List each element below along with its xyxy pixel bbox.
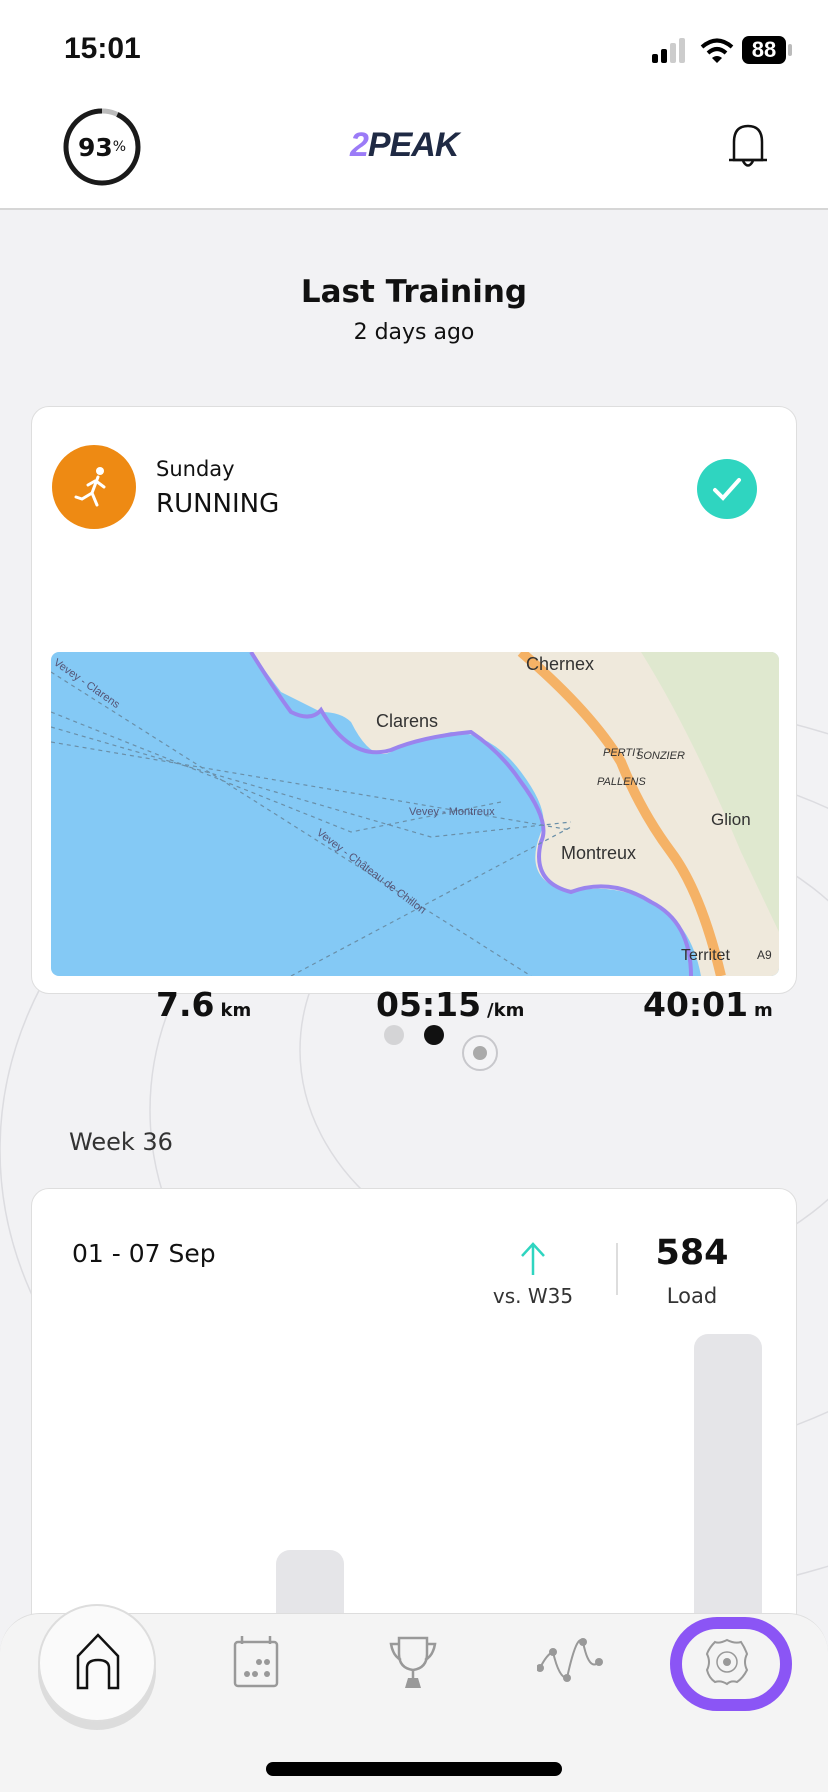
training-sport: RUNNING <box>156 489 280 519</box>
divider <box>616 1243 618 1295</box>
section-title: Last Training <box>300 274 528 310</box>
readiness-ring[interactable] <box>62 107 142 187</box>
tab-calendar[interactable] <box>225 1632 285 1692</box>
app-header: 93% 2PEAK <box>0 90 828 210</box>
map-label: Clarens <box>376 711 438 731</box>
map-label: Territet <box>681 947 730 964</box>
battery-indicator: 88 <box>742 36 786 64</box>
tab-analytics[interactable] <box>537 1632 607 1692</box>
settings-gear-icon <box>705 1638 749 1686</box>
trend-up-arrow-icon <box>521 1242 545 1275</box>
map-label: SONZIER <box>636 750 685 762</box>
pace-stat: 05:15/km <box>376 985 525 1024</box>
target-icon <box>462 1035 498 1071</box>
tab-home[interactable] <box>38 1604 156 1722</box>
calendar-icon <box>233 1636 279 1688</box>
home-icon <box>76 1633 120 1690</box>
analytics-icon <box>539 1639 600 1680</box>
pager-dot-1[interactable] <box>384 1025 404 1045</box>
running-icon <box>52 445 136 529</box>
map-label: Montreux <box>561 843 636 863</box>
week-label: Week 36 <box>69 1128 173 1156</box>
map-label: PALLENS <box>597 776 646 788</box>
distance-stat: 7.6 km <box>156 985 252 1024</box>
wifi-icon <box>700 38 734 63</box>
map-label: Glion <box>711 810 751 829</box>
completed-check-icon <box>697 459 757 519</box>
home-indicator <box>266 1762 562 1776</box>
pager-dot-2-active[interactable] <box>424 1025 444 1045</box>
load-value: 584 <box>655 1233 729 1273</box>
readiness-value: 93% <box>77 132 127 162</box>
bell-icon[interactable] <box>726 122 770 172</box>
trophy-icon <box>389 1636 437 1678</box>
map-label: A9 <box>757 948 772 962</box>
status-time: 15:01 <box>64 32 141 65</box>
route-map[interactable]: Chernex Clarens PERTIT SONZIER PALLENS G… <box>51 652 779 976</box>
week-compare: vs. W35 <box>492 1284 574 1308</box>
training-day: Sunday <box>156 457 235 481</box>
load-label: Load <box>666 1284 718 1308</box>
duration-stat: 40:01 m <box>643 985 773 1024</box>
tab-settings[interactable] <box>697 1632 757 1692</box>
section-subtitle: 2 days ago <box>353 320 475 345</box>
signal-icon <box>652 38 685 63</box>
map-label: PERTIT <box>603 747 643 759</box>
map-label: Vevey - Montreux <box>409 806 495 818</box>
tab-trophy[interactable] <box>383 1632 443 1692</box>
map-label: Chernex <box>526 654 594 674</box>
week-range: 01 - 07 Sep <box>72 1239 216 1268</box>
battery-cap <box>788 44 792 56</box>
status-bar: 15:01 88 <box>0 0 828 90</box>
app-logo: 2PEAK <box>350 126 459 164</box>
last-training-card[interactable]: Sunday RUNNING 7.6 km 05:15/km 40:01 m Che… <box>31 406 797 1024</box>
